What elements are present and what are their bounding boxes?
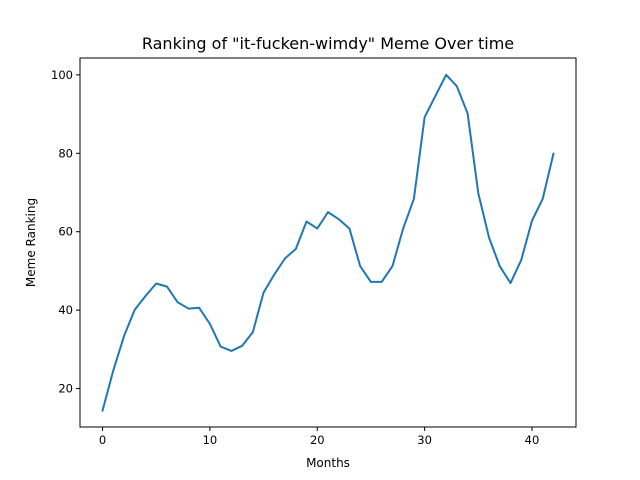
y-tick-label: 100	[51, 68, 73, 82]
x-axis-label: Months	[306, 456, 350, 470]
x-tick-label: 10	[203, 433, 218, 447]
x-tick-label: 40	[525, 433, 540, 447]
y-axis-label: Meme Ranking	[24, 198, 38, 287]
y-tick-label: 80	[58, 146, 73, 160]
x-tick-label: 20	[310, 433, 325, 447]
series-line	[101, 73, 555, 412]
y-tick-label: 60	[58, 225, 73, 239]
chart-title: Ranking of "it-fucken-wimdy" Meme Over t…	[142, 34, 514, 53]
y-tick-label: 20	[58, 382, 73, 396]
y-tick-label: 40	[58, 303, 73, 317]
x-tick-label: 30	[417, 433, 432, 447]
axis-ticks: 0 10 20 30 40 20 40 60 80 100	[51, 68, 539, 447]
plot-area-frame	[79, 57, 577, 428]
x-tick-label: 0	[99, 433, 106, 447]
